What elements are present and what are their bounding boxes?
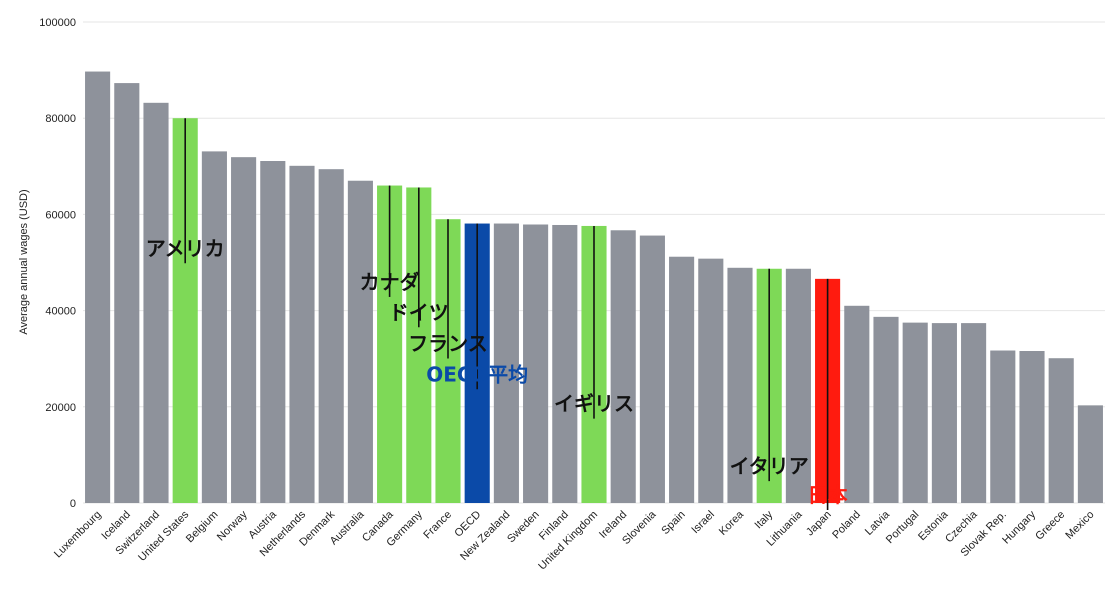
bar (902, 322, 928, 503)
x-tick-label: Sweden (505, 509, 542, 546)
annotation-label: イタリア (730, 454, 809, 478)
y-tick-label: 20000 (45, 402, 76, 414)
y-axis-label: Average annual wages (USD) (18, 189, 30, 334)
bar (785, 268, 811, 503)
bar (931, 323, 957, 503)
bar (143, 102, 169, 504)
x-tick-label: Greece (1033, 509, 1067, 543)
x-tick-label: Luxembourg (52, 509, 104, 561)
bar (698, 258, 724, 503)
annotation-label: フランス (408, 332, 488, 356)
bar (1048, 358, 1074, 503)
x-tick-label: Hungary (1000, 508, 1038, 546)
annotation-label: アメリカ (146, 236, 225, 260)
bar (844, 305, 870, 503)
bar (114, 83, 140, 503)
bar (85, 71, 111, 503)
annotation-label: カナダ (360, 270, 420, 294)
bar (961, 323, 987, 503)
annotation-label: ドイツ (389, 300, 449, 324)
x-tick-label: Poland (830, 509, 863, 542)
x-tick-label: Mexico (1063, 509, 1096, 542)
y-tick-label: 100000 (39, 17, 76, 29)
x-tick-label: Israel (689, 509, 717, 537)
annotation-label: 日本 (808, 483, 848, 507)
x-tick-label: Japan (804, 509, 834, 539)
x-tick-label: Spain (659, 509, 687, 537)
bar (669, 256, 695, 503)
bar (347, 180, 373, 504)
bar (523, 224, 549, 503)
y-tick-label: 60000 (45, 209, 76, 221)
bar (990, 350, 1016, 503)
bar (1077, 405, 1103, 503)
bar (873, 316, 899, 503)
x-tick-label: Portugal (884, 509, 921, 546)
x-tick-label: Italy (753, 508, 776, 531)
bar (289, 165, 315, 503)
y-tick-label: 40000 (45, 306, 76, 318)
bar (552, 224, 578, 503)
annotation-label: OECD平均 (426, 362, 528, 386)
x-tick-label: Belgium (184, 509, 221, 546)
bar (610, 230, 636, 503)
annotation-label: イギリス (554, 392, 634, 416)
bar (1019, 351, 1045, 503)
bar (727, 267, 753, 503)
x-tick-label: Korea (717, 508, 747, 538)
x-tick-label: France (421, 509, 454, 542)
bar (260, 161, 286, 503)
y-axis-ticks: 0 20000 40000 60000 80000 100000 (39, 17, 76, 510)
bar (639, 235, 665, 503)
bar (201, 151, 227, 503)
bars (85, 71, 1103, 504)
bar (493, 223, 519, 503)
bar (318, 169, 344, 503)
x-tick-label: Norway (215, 508, 250, 543)
bar (231, 157, 257, 503)
y-tick-label: 0 (70, 498, 76, 510)
y-tick-label: 80000 (45, 113, 76, 125)
